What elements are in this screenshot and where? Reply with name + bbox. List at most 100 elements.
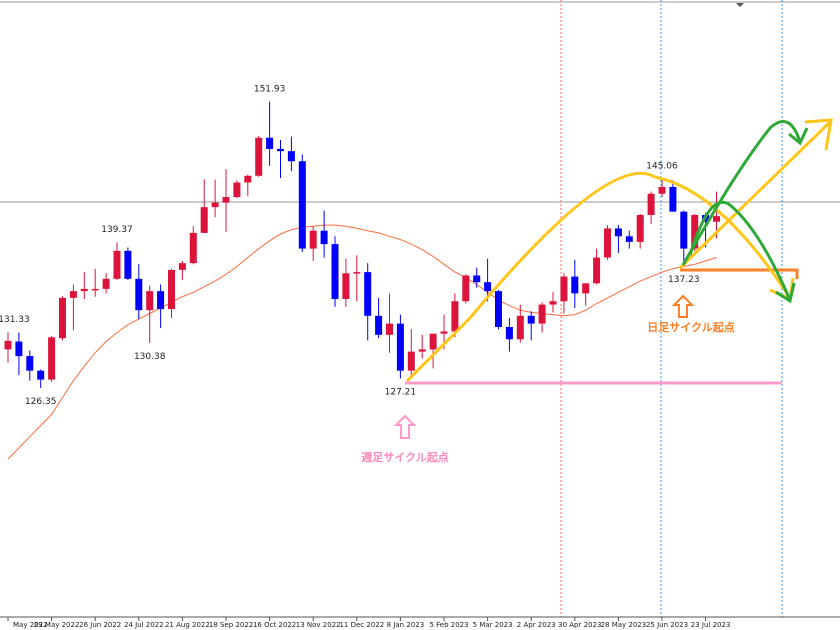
x-tick-label: 30 Apr 2023 <box>558 621 601 629</box>
green-cycle-curve <box>681 120 802 266</box>
candle-body <box>178 263 186 270</box>
candle-body <box>15 341 23 357</box>
price-label: 131.33 <box>0 315 30 325</box>
shift-marker <box>736 3 744 7</box>
x-tick-label: May 2022 <box>13 621 48 629</box>
candle-body <box>375 315 383 335</box>
candle-body <box>560 276 568 302</box>
daily-cycle-label: 日足サイクル起点 <box>647 320 734 334</box>
candle-body <box>571 276 579 294</box>
yellow-cycle-arc <box>405 171 792 383</box>
drawings: 週足サイクル起点 日足サイクル起点 <box>361 118 833 464</box>
candle-body <box>527 315 535 324</box>
candle-body <box>636 214 644 242</box>
candle-body <box>113 250 121 279</box>
candle-body <box>277 148 284 152</box>
price-label: 139.37 <box>101 225 133 235</box>
green-cycle-curve <box>688 200 792 301</box>
candle-body <box>353 272 361 274</box>
candle-body <box>625 236 633 242</box>
candle-body <box>124 250 132 279</box>
candle-body <box>484 282 492 292</box>
candle-body <box>168 269 175 310</box>
candle-body <box>233 182 241 198</box>
candle-body <box>429 333 437 350</box>
candle-body <box>211 202 219 208</box>
candle-body <box>255 137 263 176</box>
price-label: 126.35 <box>25 397 57 407</box>
weekly-cycle-arrow <box>393 414 417 439</box>
candle-body <box>462 275 470 302</box>
x-tick-label: 26 Jun 2022 <box>79 621 121 629</box>
candle-body <box>440 331 448 334</box>
candle-body <box>80 288 88 292</box>
candle-body <box>266 137 274 149</box>
candle-body <box>451 301 459 332</box>
candle-body <box>473 275 481 283</box>
green-arrowhead <box>775 282 796 304</box>
candle-body <box>604 228 611 258</box>
price-label: 137.23 <box>668 275 700 285</box>
candle-body <box>516 315 524 340</box>
x-tick-label: 21 Aug 2022 <box>165 621 210 629</box>
x-tick-label: 24 Jul 2022 <box>124 621 164 629</box>
candle-body <box>407 351 415 371</box>
candle-body <box>59 297 66 339</box>
candle-body <box>342 273 350 299</box>
candle-body <box>386 323 393 335</box>
candle-body <box>582 283 590 294</box>
candle-body <box>396 323 404 371</box>
x-tick-label: 2 Apr 2023 <box>517 621 556 629</box>
x-tick-label: 23 Jul 2023 <box>691 621 731 629</box>
candle-body <box>37 370 45 380</box>
yellow-trend-line <box>678 120 832 270</box>
candle-body <box>593 257 601 284</box>
candle-body <box>48 337 56 380</box>
candle-body <box>287 151 295 162</box>
candle-body <box>418 349 426 352</box>
weekly-cycle-label: 週足サイクル起点 <box>361 450 448 464</box>
candle-body <box>4 340 12 350</box>
candle-body <box>309 230 317 249</box>
candle-body <box>244 175 252 183</box>
x-tick-label: 18 Sep 2022 <box>209 621 253 629</box>
x-tick-label: 8 Jan 2023 <box>387 621 425 629</box>
candle-body <box>669 187 677 212</box>
candle-body <box>658 187 666 194</box>
price-label: 151.93 <box>254 85 286 95</box>
price-label: 130.38 <box>134 352 166 362</box>
x-tick-label: 5 Feb 2023 <box>429 621 468 629</box>
candle-body <box>495 291 502 327</box>
candle-body <box>691 214 699 249</box>
candle-body <box>549 301 557 305</box>
candle-body <box>157 291 165 310</box>
candle-body <box>680 211 688 249</box>
daily-cycle-line <box>680 268 799 279</box>
candle-body <box>91 288 99 291</box>
candle-body <box>146 291 154 311</box>
x-tick-label: 28 May 2023 <box>601 621 647 629</box>
candle-body <box>713 216 720 222</box>
candle-body <box>364 272 372 316</box>
price-label: 127.21 <box>385 387 417 397</box>
candle-body <box>189 232 197 264</box>
candle-body <box>320 230 328 245</box>
candle-body <box>331 244 339 299</box>
candle-body <box>298 161 306 249</box>
candle-body <box>538 304 546 324</box>
candle-body <box>135 278 143 311</box>
candle-body <box>26 356 34 371</box>
x-tick-label: 13 Nov 2022 <box>296 621 341 629</box>
x-tick-label: 29 May 2022 <box>34 621 80 629</box>
daily-cycle-arrow <box>671 294 695 318</box>
x-tick-label: 16 Oct 2022 <box>253 621 296 629</box>
x-tick-label: 11 Dec 2022 <box>339 621 384 629</box>
candle-body <box>102 278 110 289</box>
candle-body <box>614 228 622 237</box>
candle-body <box>200 207 208 233</box>
moving-average <box>7 224 717 460</box>
green-arrowhead <box>788 127 809 146</box>
